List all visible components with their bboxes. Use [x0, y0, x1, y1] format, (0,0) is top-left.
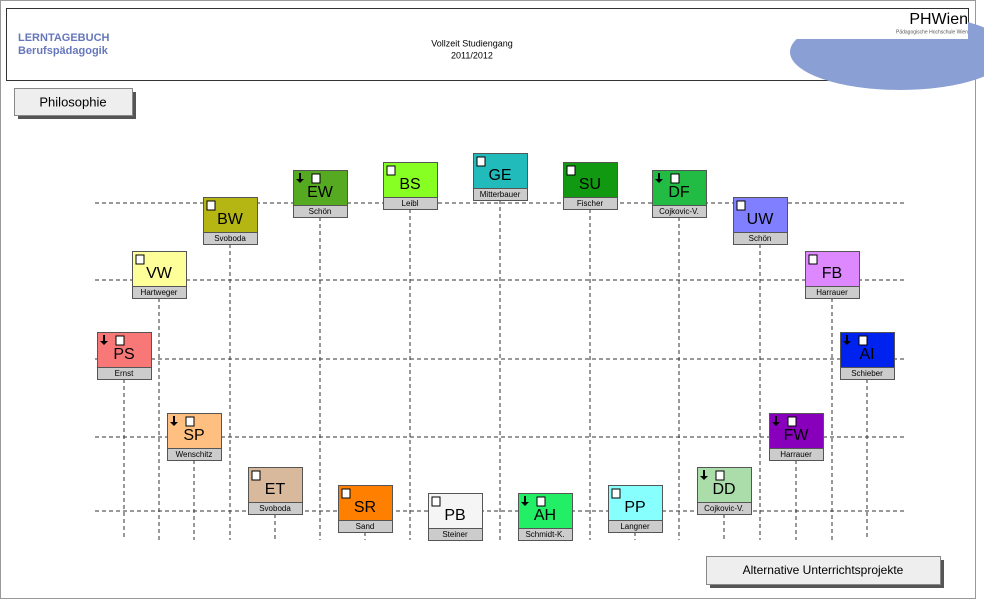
logo-bg	[790, 9, 968, 39]
node-code[interactable]: GE	[488, 167, 511, 184]
node-arrow-icon	[521, 496, 529, 506]
node-label-bg	[805, 286, 860, 299]
node-label-bg	[697, 502, 752, 515]
node-doc-icon	[341, 488, 351, 499]
node-doc-icon	[715, 470, 725, 481]
node-name: Harrauer	[780, 450, 812, 459]
node-code[interactable]: SP	[183, 427, 204, 444]
node-name: Steiner	[442, 530, 468, 539]
node-code[interactable]: VW	[146, 265, 173, 282]
node-label-bg	[203, 232, 258, 245]
button[interactable]	[706, 556, 941, 585]
node-doc-icon	[611, 488, 621, 499]
node-label-bg	[563, 197, 618, 210]
header-program: Vollzeit Studiengang	[431, 38, 513, 48]
node-doc-icon	[431, 496, 441, 507]
node-arrow-icon	[170, 416, 178, 426]
node-code[interactable]: SR	[354, 499, 376, 516]
node-name: Harrauer	[816, 288, 848, 297]
node-doc-icon	[115, 335, 125, 346]
node-doc-icon	[386, 165, 396, 176]
node-label-bg	[769, 448, 824, 461]
node-name: Cojkovic-V.	[704, 504, 744, 513]
node-name: Cojkovic-V.	[659, 207, 699, 216]
node-name: Wenschitz	[176, 450, 213, 459]
node-label-bg	[733, 232, 788, 245]
node-doc-icon	[135, 254, 145, 265]
node-label-bg	[293, 205, 348, 218]
node-doc-icon	[566, 165, 576, 176]
node-code[interactable]: BS	[399, 176, 420, 193]
logo-text: PHWien	[909, 11, 968, 28]
node-doc-icon	[311, 173, 321, 184]
node-name: Ernst	[115, 369, 134, 378]
node-label-bg	[383, 197, 438, 210]
header-title: LERNTAGEBUCH	[18, 32, 110, 44]
node-label-bg	[652, 205, 707, 218]
node-arrow-icon	[100, 335, 108, 345]
node-name: Svoboda	[259, 504, 291, 513]
node-code[interactable]: EW	[307, 184, 334, 201]
logo-caption: Pädagogische Hochschule Wien	[896, 29, 968, 35]
node-name: Schön	[309, 207, 332, 216]
node-doc-icon	[670, 173, 680, 184]
node-name: Schmidt-K.	[525, 530, 564, 539]
node-label-bg	[248, 502, 303, 515]
node-doc-icon	[251, 470, 261, 481]
node-code[interactable]: PB	[444, 507, 465, 524]
node-arrow-icon	[843, 335, 851, 345]
node-name: Leibl	[402, 199, 419, 208]
node-code[interactable]: AI	[859, 346, 874, 363]
header-year: 2011/2012	[451, 50, 493, 60]
node-label-bg	[473, 188, 528, 201]
node-code[interactable]: ET	[265, 481, 286, 498]
node-label-bg	[608, 520, 663, 533]
node-code[interactable]: FW	[784, 427, 810, 444]
node-doc-icon	[476, 156, 486, 167]
node-name: Sand	[356, 522, 375, 531]
node-code[interactable]: PP	[624, 499, 645, 516]
node-doc-icon	[787, 416, 797, 427]
node-code[interactable]: PS	[113, 346, 134, 363]
node-name: Schieber	[851, 369, 883, 378]
node-doc-icon	[858, 335, 868, 346]
node-arrow-icon	[772, 416, 780, 426]
node-name: Hartweger	[141, 288, 178, 297]
node-name: Svoboda	[214, 234, 246, 243]
node-code[interactable]: AH	[534, 507, 556, 524]
node-doc-icon	[736, 200, 746, 211]
node-code[interactable]: SU	[579, 176, 601, 193]
button-label[interactable]: Philosophie	[39, 94, 106, 109]
node-name: Fischer	[577, 199, 604, 208]
node-doc-icon	[808, 254, 818, 265]
node-code[interactable]: UW	[747, 211, 775, 228]
node-label-bg	[132, 286, 187, 299]
node-doc-icon	[206, 200, 216, 211]
button[interactable]	[14, 88, 133, 116]
node-label-bg	[428, 528, 483, 541]
node-name: Mitterbauer	[480, 190, 521, 199]
header-subtitle: Berufspädagogik	[18, 45, 109, 57]
node-doc-icon	[185, 416, 195, 427]
node-code[interactable]: BW	[217, 211, 244, 228]
node-arrow-icon	[296, 173, 304, 183]
node-label-bg	[167, 448, 222, 461]
node-code[interactable]: FB	[822, 265, 842, 282]
node-label-bg	[518, 528, 573, 541]
node-arrow-icon	[655, 173, 663, 183]
node-code[interactable]: DD	[712, 481, 735, 498]
node-name: Schön	[749, 234, 772, 243]
node-arrow-icon	[700, 470, 708, 480]
node-label-bg	[338, 520, 393, 533]
node-code[interactable]: DF	[668, 184, 690, 201]
node-label-bg	[840, 367, 895, 380]
node-doc-icon	[536, 496, 546, 507]
button-label[interactable]: Alternative Unterrichtsprojekte	[743, 563, 904, 577]
node-label-bg	[97, 367, 152, 380]
node-name: Langner	[620, 522, 650, 531]
